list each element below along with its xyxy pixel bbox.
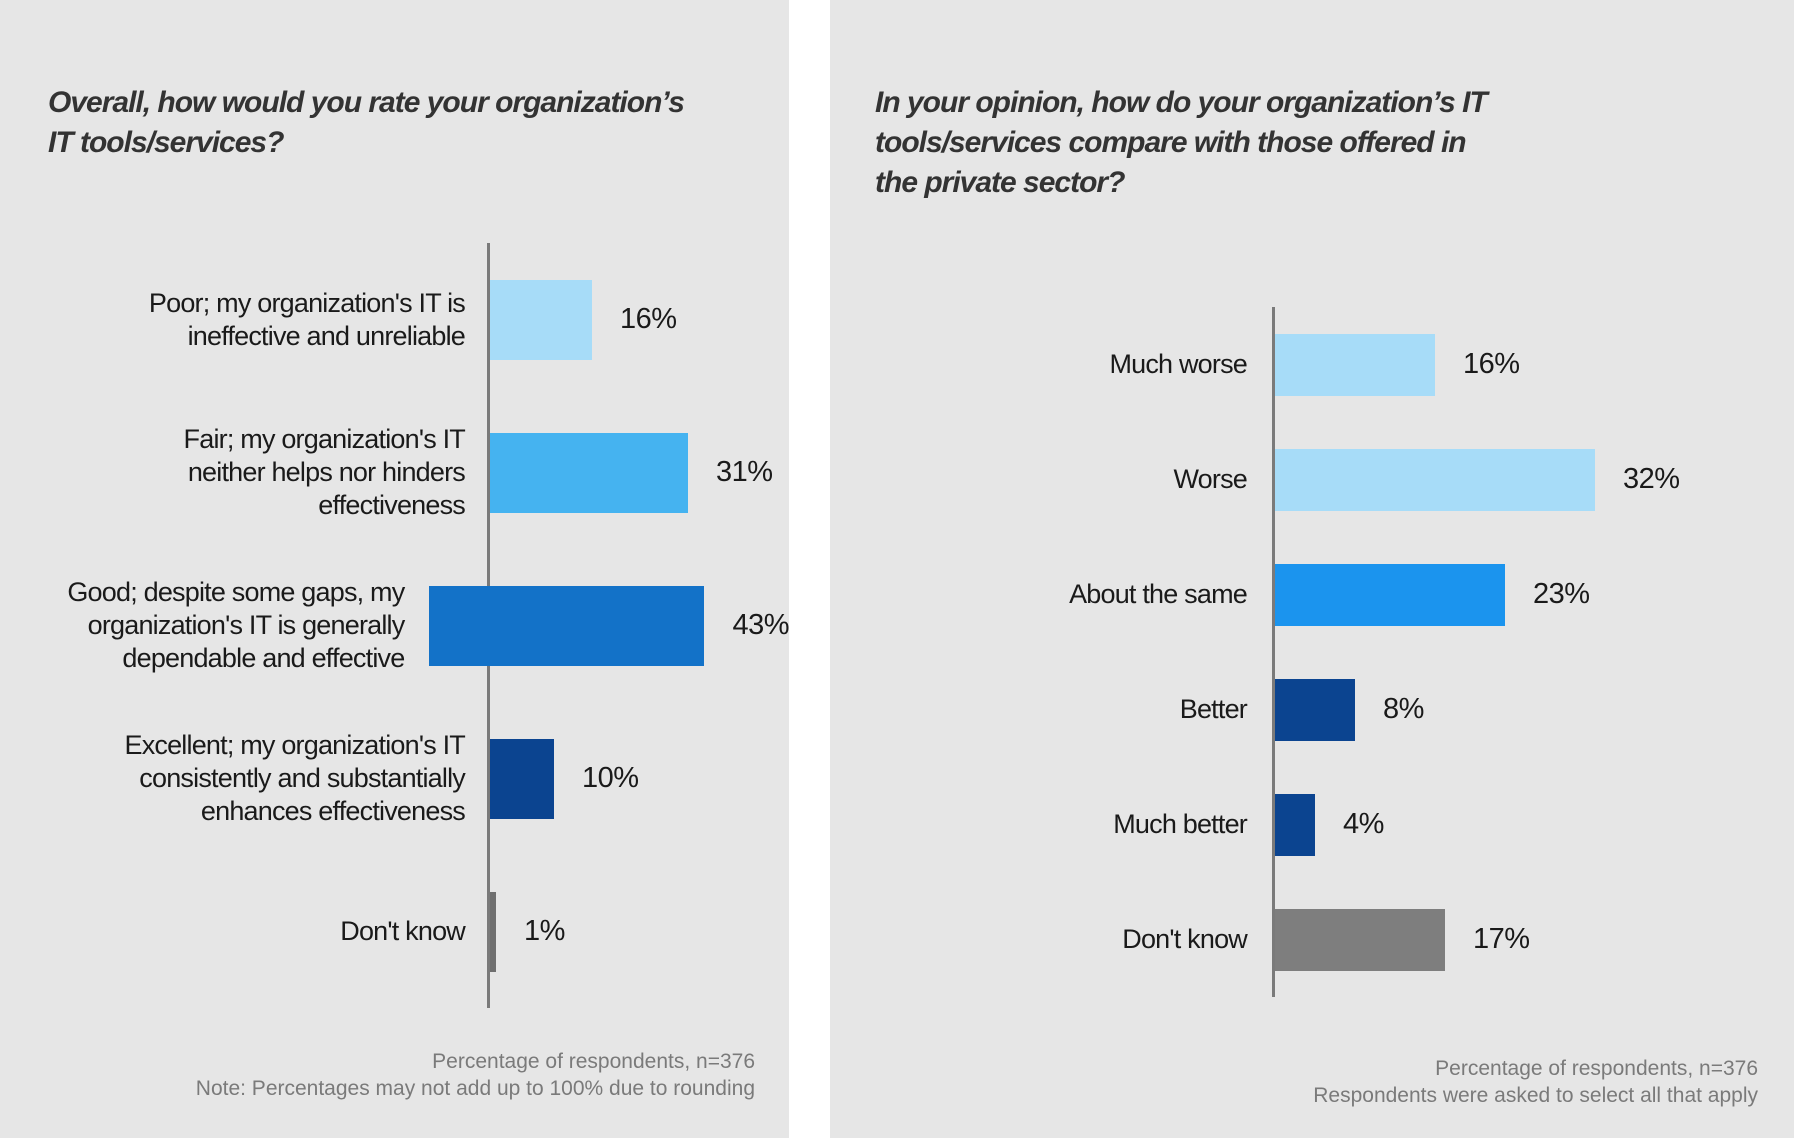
- bar-cell: 16%: [1247, 307, 1794, 422]
- bar-category-label: Worse: [1173, 464, 1247, 494]
- bar-cell: 23%: [1247, 537, 1794, 652]
- bar: [1275, 448, 1595, 511]
- bar-cell: 31%: [465, 396, 789, 549]
- bar: [1275, 563, 1505, 626]
- bar-row: Poor; my organization's IT is ineffectiv…: [0, 243, 789, 396]
- bar-category-label: Better: [1179, 694, 1248, 724]
- bar-row: Don't know 17%: [830, 882, 1794, 997]
- bar-value-label: 16%: [1463, 348, 1520, 380]
- bar-rows-left: Poor; my organization's IT is ineffectiv…: [0, 243, 789, 1008]
- bar-row: Don't know 1%: [0, 855, 789, 1008]
- bar-cell: 10%: [465, 702, 789, 855]
- bar-cell: 43%: [404, 549, 789, 702]
- bar-value-label: 43%: [732, 609, 789, 641]
- bar: [490, 279, 592, 360]
- bar: [1275, 908, 1445, 971]
- bar-row: Excellent; my organization's IT consiste…: [0, 702, 789, 855]
- bar-category-label: Much worse: [1109, 349, 1247, 379]
- bar-rows-right: Much worse 16% Worse 32% About the same 23% Be…: [830, 307, 1794, 997]
- bar-category-label: Poor; my organization's IT is ineffectiv…: [148, 287, 466, 351]
- bar: [1275, 333, 1435, 396]
- bar-value-label: 8%: [1383, 693, 1424, 725]
- bar-value-label: 17%: [1473, 923, 1530, 955]
- chart-footnote-right: Percentage of respondents, n=376 Respond…: [1313, 1057, 1758, 1107]
- bar-row: Better 8%: [830, 652, 1794, 767]
- bar-row: Worse 32%: [830, 422, 1794, 537]
- bar-cell: 16%: [465, 243, 789, 396]
- bar-value-label: 1%: [524, 915, 565, 947]
- bar-category-label: About the same: [1069, 579, 1248, 609]
- chart-panel-left: Overall, how would you rate your organiz…: [0, 0, 789, 1138]
- bar-cell: 17%: [1247, 882, 1794, 997]
- chart-footnote-left: Percentage of respondents, n=376 Note: P…: [195, 1050, 755, 1100]
- bar-category-label: Much better: [1113, 809, 1248, 839]
- bar-row: Much worse 16%: [830, 307, 1794, 422]
- chart-title-right: In your opinion, how do your organizatio…: [875, 86, 1488, 199]
- bar-category-label: Good; despite some gaps, my organization…: [67, 577, 405, 673]
- bar: [429, 585, 705, 666]
- bar-row: Fair; my organization's IT neither helps…: [0, 396, 789, 549]
- bar-value-label: 31%: [716, 456, 773, 488]
- bar-row: Good; despite some gaps, my organization…: [0, 549, 789, 702]
- bar-value-label: 32%: [1623, 463, 1680, 495]
- bar: [490, 738, 554, 819]
- bar-cell: 4%: [1247, 767, 1794, 882]
- bar-value-label: 16%: [620, 303, 677, 335]
- bar-category-label: Don't know: [340, 916, 466, 946]
- bar-category-label: Fair; my organization's IT neither helps…: [183, 424, 466, 520]
- y-axis-line-right: [1272, 307, 1275, 997]
- bar-cell: 8%: [1247, 652, 1794, 767]
- bar: [490, 891, 496, 972]
- bar: [1275, 793, 1315, 856]
- bar: [1275, 678, 1355, 741]
- chart-panel-right: In your opinion, how do your organizatio…: [830, 0, 1794, 1138]
- bar-cell: 32%: [1247, 422, 1794, 537]
- bar-row: About the same 23%: [830, 537, 1794, 652]
- bar-cell: 1%: [465, 855, 789, 1008]
- bar-value-label: 4%: [1343, 808, 1384, 840]
- bar-value-label: 10%: [582, 762, 639, 794]
- chart-title-left: Overall, how would you rate your organiz…: [48, 86, 685, 159]
- bar-category-label: Don't know: [1122, 924, 1248, 954]
- bar-category-label: Excellent; my organization's IT consiste…: [124, 730, 465, 826]
- bar-row: Much better 4%: [830, 767, 1794, 882]
- bar: [490, 432, 688, 513]
- bar-value-label: 23%: [1533, 578, 1590, 610]
